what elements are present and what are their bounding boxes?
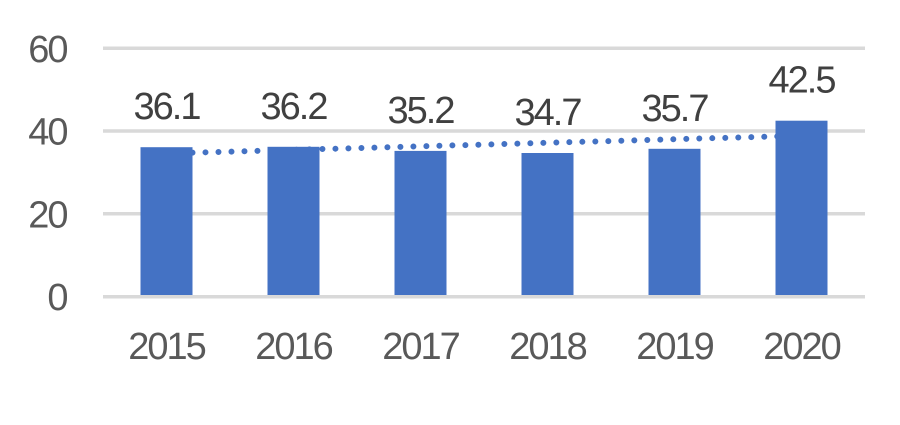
svg-text:2020: 2020 [763, 326, 840, 368]
svg-text:36.2: 36.2 [261, 86, 328, 128]
svg-text:2015: 2015 [128, 326, 205, 368]
svg-text:2016: 2016 [255, 326, 332, 368]
svg-text:20: 20 [28, 194, 67, 236]
svg-text:42.5: 42.5 [769, 60, 836, 102]
svg-text:60: 60 [28, 29, 67, 71]
svg-text:40: 40 [28, 112, 67, 154]
svg-text:34.7: 34.7 [515, 92, 582, 134]
svg-text:2018: 2018 [509, 326, 586, 368]
svg-text:35.2: 35.2 [388, 90, 455, 132]
svg-text:36.1: 36.1 [134, 86, 201, 128]
svg-text:0: 0 [47, 277, 67, 319]
svg-text:35.7: 35.7 [642, 88, 709, 130]
svg-text:2017: 2017 [382, 326, 459, 368]
svg-text:2019: 2019 [636, 326, 713, 368]
